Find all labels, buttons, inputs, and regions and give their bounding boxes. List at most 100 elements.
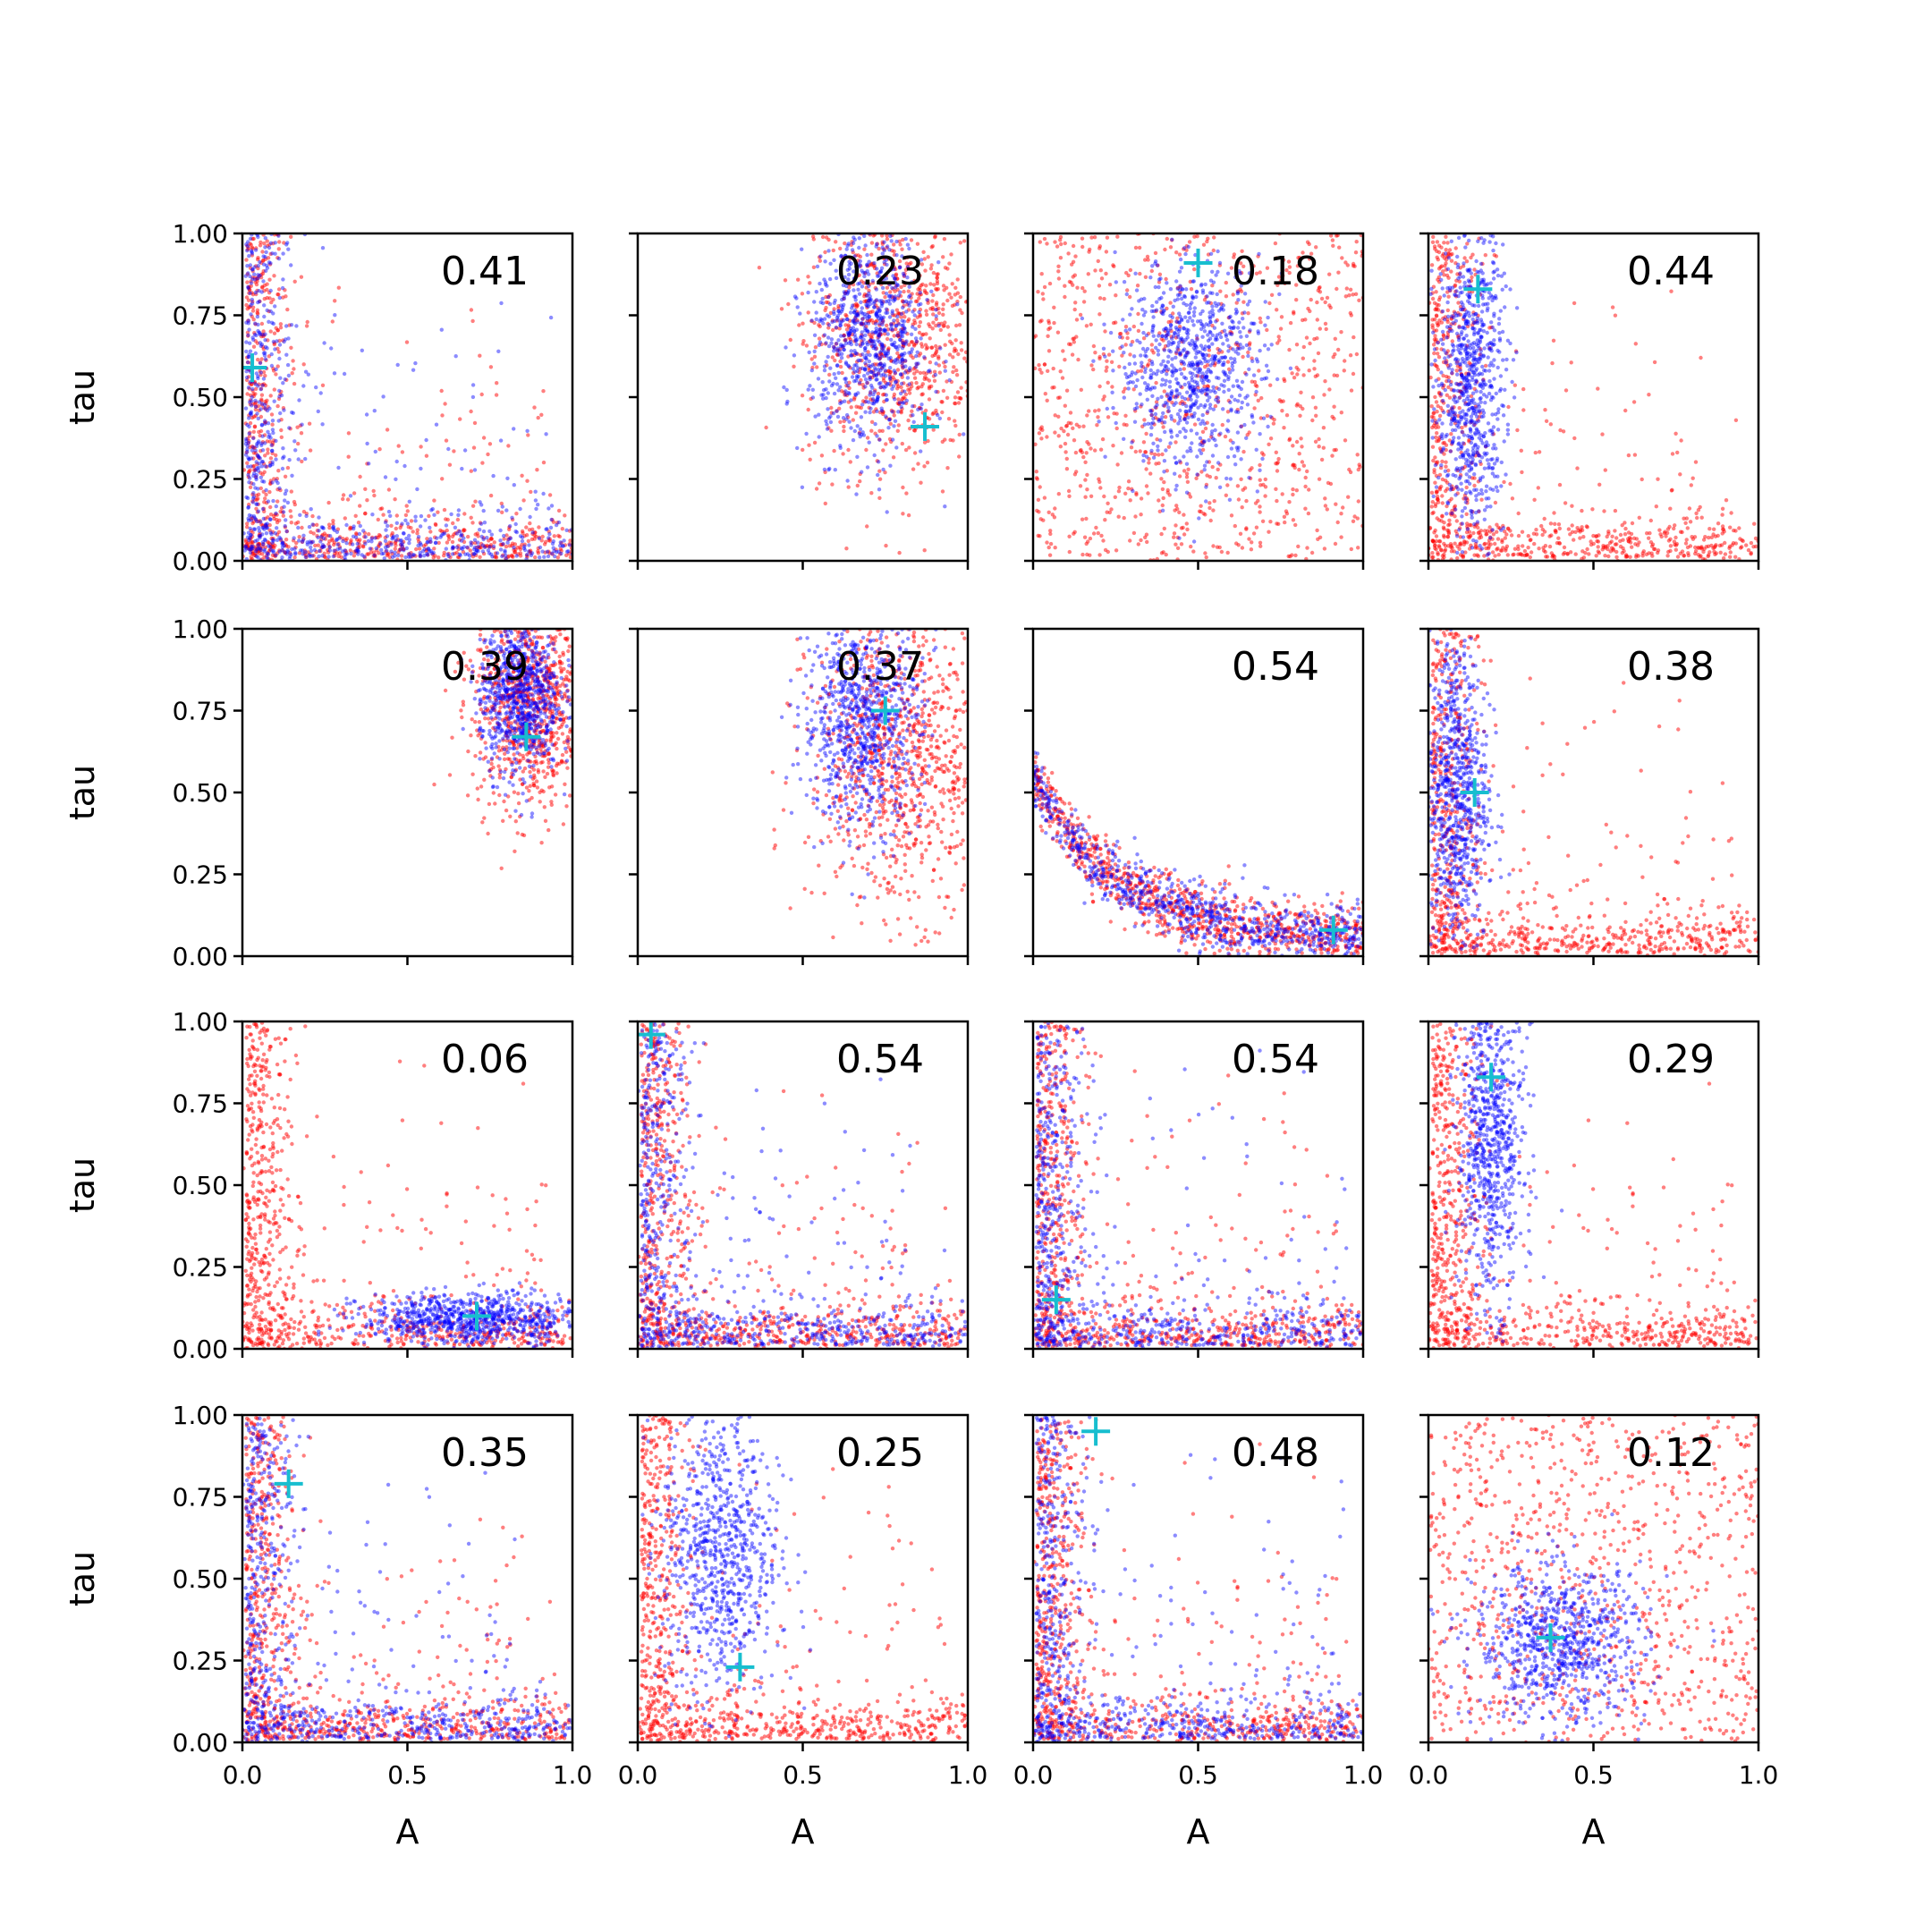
posterior-point xyxy=(296,457,301,462)
prior-point xyxy=(494,393,499,397)
prior-point xyxy=(346,431,352,436)
posterior-point xyxy=(1223,370,1227,375)
posterior-point xyxy=(870,339,875,343)
posterior-point xyxy=(1226,387,1232,393)
posterior-point xyxy=(1203,375,1208,380)
posterior-point xyxy=(919,336,923,341)
prior-point xyxy=(311,531,316,536)
posterior-point xyxy=(1188,306,1192,311)
posterior-point xyxy=(904,398,909,403)
posterior-point xyxy=(1148,368,1153,373)
prior-point xyxy=(1199,470,1204,474)
prior-point xyxy=(851,250,855,255)
prior-point xyxy=(389,523,394,528)
prior-point xyxy=(256,549,260,554)
posterior-point xyxy=(1131,380,1136,385)
posterior-point xyxy=(897,360,902,364)
prior-point xyxy=(343,538,348,543)
posterior-point xyxy=(1176,332,1181,337)
prior-point xyxy=(1283,378,1287,384)
posterior-point xyxy=(254,333,258,338)
posterior-point xyxy=(1211,385,1216,389)
posterior-point xyxy=(1213,437,1217,443)
prior-point xyxy=(786,301,791,307)
posterior-point xyxy=(852,276,857,281)
posterior-point xyxy=(857,236,861,241)
posterior-point xyxy=(1111,369,1115,373)
prior-point xyxy=(831,248,835,253)
posterior-point xyxy=(1122,395,1127,400)
posterior-point xyxy=(1150,386,1155,390)
prior-point xyxy=(1504,548,1508,553)
prior-point xyxy=(479,541,484,547)
prior-point xyxy=(1225,360,1231,364)
posterior-point xyxy=(257,547,261,551)
prior-point xyxy=(930,353,935,359)
posterior-point xyxy=(889,267,894,272)
posterior-point xyxy=(245,444,250,448)
prior-point xyxy=(881,247,886,251)
posterior-point xyxy=(1175,297,1181,301)
posterior-point xyxy=(873,321,878,326)
y-tick-label: 0.25 xyxy=(173,465,228,495)
posterior-point xyxy=(1226,343,1231,348)
prior-point xyxy=(470,318,475,324)
posterior-point xyxy=(899,381,904,386)
prior-point xyxy=(494,555,499,560)
prior-point xyxy=(1064,467,1070,471)
prior-point xyxy=(1071,259,1076,264)
prior-point xyxy=(1038,319,1043,324)
y-tick-label: 0.00 xyxy=(173,547,228,576)
posterior-point xyxy=(283,550,287,555)
posterior-point xyxy=(1205,294,1209,299)
prior-point xyxy=(1174,504,1179,508)
prior-point xyxy=(909,413,913,418)
posterior-point xyxy=(1174,326,1179,330)
y-axis-label: tau xyxy=(63,369,102,425)
posterior-point xyxy=(411,553,415,557)
prior-point xyxy=(924,284,928,288)
prior-point xyxy=(247,413,251,418)
prior-point xyxy=(1247,430,1251,435)
posterior-point xyxy=(893,344,898,350)
posterior-point xyxy=(904,339,909,343)
posterior-point xyxy=(1161,291,1166,295)
prior-point xyxy=(1146,331,1151,336)
posterior-point xyxy=(261,516,266,521)
posterior-point xyxy=(785,399,790,404)
posterior-point xyxy=(385,548,389,553)
posterior-point xyxy=(280,541,284,547)
prior-point xyxy=(1145,539,1149,545)
posterior-point xyxy=(249,547,253,552)
posterior-point xyxy=(815,264,820,269)
prior-point xyxy=(1216,399,1221,403)
prior-point xyxy=(852,395,857,400)
posterior-point xyxy=(1147,386,1151,391)
prior-point xyxy=(557,552,563,556)
posterior-point xyxy=(1166,328,1171,334)
posterior-point xyxy=(858,258,862,264)
posterior-point xyxy=(1235,430,1241,435)
posterior-point xyxy=(852,275,857,281)
posterior-point xyxy=(1175,346,1180,351)
posterior-point xyxy=(1229,332,1234,336)
posterior-point xyxy=(856,313,860,318)
prior-point xyxy=(958,241,963,245)
posterior-point xyxy=(550,551,555,555)
posterior-point xyxy=(1195,319,1200,324)
prior-point xyxy=(244,295,250,300)
posterior-point xyxy=(416,535,421,539)
prior-point xyxy=(1203,392,1208,396)
posterior-point xyxy=(1190,378,1194,383)
prior-point xyxy=(1117,364,1122,369)
prior-point xyxy=(1058,238,1063,242)
posterior-point xyxy=(279,393,284,398)
posterior-point xyxy=(907,382,911,386)
prior-point xyxy=(507,544,513,548)
posterior-point xyxy=(826,335,831,340)
posterior-point xyxy=(469,540,473,545)
prior-point xyxy=(1211,508,1216,513)
prior-point xyxy=(1291,492,1295,497)
posterior-point xyxy=(810,387,815,392)
prior-point xyxy=(275,328,280,333)
